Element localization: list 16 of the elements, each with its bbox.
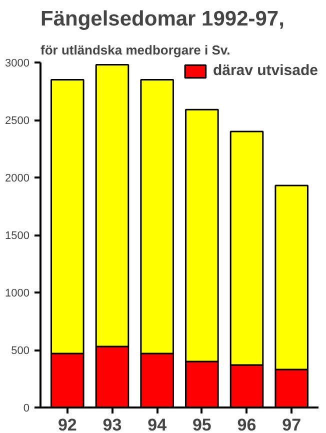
- x-tick-label: 92: [58, 416, 77, 433]
- y-tick-label: 500: [11, 345, 30, 357]
- y-tick-label: 3000: [5, 58, 30, 70]
- x-tick-label: 94: [148, 416, 168, 433]
- x-tick-label: 97: [282, 416, 302, 433]
- chart-title: Fängelsedomar 1992-97,: [40, 8, 284, 30]
- x-tick-label: 95: [192, 416, 212, 433]
- y-tick-label: 1500: [5, 230, 30, 242]
- x-tick-label: 93: [102, 416, 122, 433]
- y-tick-label: 2500: [5, 115, 30, 127]
- y-tick-label: 2000: [5, 172, 30, 184]
- y-tick-label: 0: [23, 402, 30, 414]
- y-tick-label: 1000: [5, 288, 30, 300]
- legend-label: därav utvisade: [212, 62, 318, 79]
- chart-subtitle: för utländska medborgare i Sv.: [40, 42, 230, 58]
- x-tick-label: 96: [237, 416, 256, 433]
